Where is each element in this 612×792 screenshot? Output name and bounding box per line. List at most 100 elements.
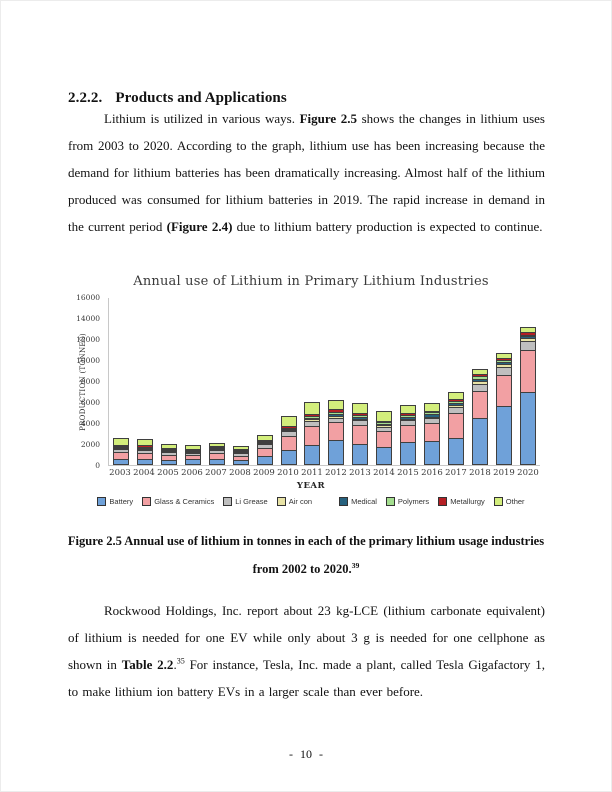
bar-segment-battery <box>280 450 297 465</box>
bar-segment-battery <box>448 437 465 465</box>
x-axis-label: YEAR <box>296 481 326 491</box>
bar-segment-glass-ceramics <box>424 422 441 443</box>
bar-segment-battery <box>208 458 225 465</box>
y-tick-label: 0 <box>95 461 100 470</box>
bar-2008 <box>229 298 253 465</box>
x-tick-label: 2013 <box>349 468 371 478</box>
y-tick-label: 16000 <box>76 293 100 302</box>
x-tick-label: 2014 <box>373 468 395 478</box>
stacked-bar <box>184 445 201 465</box>
x-tick-label: 2005 <box>157 468 179 478</box>
x-tick-label: 2015 <box>397 468 419 478</box>
stacked-bar <box>256 434 273 465</box>
legend-swatch <box>438 497 448 506</box>
bar-2005 <box>157 298 181 465</box>
bar-segment-battery <box>184 459 201 465</box>
legend-label: Glass & Ceramics <box>154 497 215 506</box>
stacked-bar <box>352 403 369 465</box>
bar-segment-glass-ceramics <box>280 435 297 452</box>
legend-swatch <box>97 497 107 506</box>
y-tick-label: 6000 <box>80 398 100 407</box>
legend-label: Air con <box>288 497 313 506</box>
legend-swatch <box>339 497 349 506</box>
bar-segment-glass-ceramics <box>400 425 417 443</box>
bar-segment-glass-ceramics <box>352 425 369 445</box>
stacked-bar <box>208 442 225 465</box>
stacked-bar <box>136 439 153 465</box>
stacked-bar <box>472 368 489 465</box>
section-number: 2.2.2. <box>68 90 103 107</box>
bar-2018 <box>468 298 492 465</box>
stacked-bar <box>376 410 393 465</box>
legend-swatch <box>493 497 503 506</box>
legend-item-air-con: Air con <box>276 497 313 506</box>
x-tick-label: 2018 <box>469 468 491 478</box>
stacked-bar <box>424 402 441 465</box>
y-axis-ticks: 0 2000 4000 6000 8000 10000 12000 14000 16000 <box>76 293 104 470</box>
bar-segment-glass-ceramics <box>495 375 512 408</box>
legend-label: Battery <box>109 497 134 506</box>
bar-2014 <box>372 298 396 465</box>
legend-item-polymers: Polymers <box>385 497 430 506</box>
bar-segment-battery <box>495 406 512 465</box>
chart-plot <box>108 298 540 466</box>
stacked-bar <box>112 437 129 465</box>
x-tick-label: 2004 <box>133 468 155 478</box>
bar-2010 <box>277 298 301 465</box>
bar-2007 <box>205 298 229 465</box>
x-tick-label: 2016 <box>421 468 443 478</box>
bar-segment-battery <box>424 441 441 465</box>
bar-segment-battery <box>472 418 489 465</box>
y-tick-label: 4000 <box>80 419 100 428</box>
x-tick-label: 2008 <box>229 468 251 478</box>
x-tick-label: 2009 <box>253 468 275 478</box>
bar-2003 <box>109 298 133 465</box>
bar-segment-battery <box>256 455 273 465</box>
bar-segment-battery <box>352 444 369 465</box>
bar-2011 <box>301 298 325 465</box>
bar-segment-battery <box>376 446 393 465</box>
figure-2-5-chart: Annual use of Lithium in Primary Lithium… <box>76 266 546 522</box>
stacked-bar <box>328 400 345 465</box>
legend-label: Li Grease <box>235 497 268 506</box>
x-tick-label: 2007 <box>205 468 227 478</box>
legend-swatch <box>142 497 152 506</box>
bar-2006 <box>181 298 205 465</box>
x-tick-label: 2012 <box>325 468 347 478</box>
bar-segment-glass-ceramics <box>304 426 321 447</box>
page-number: - 10 - <box>289 747 323 761</box>
bar-2004 <box>133 298 157 465</box>
x-axis-ticks: 2003 2004 2005 2006 2007 2008 2009 2010 2011 2012… <box>108 468 540 478</box>
bar-segment-battery <box>304 445 321 465</box>
figure-caption-line2: from 2002 to 2020.39 <box>252 560 360 576</box>
bar-2009 <box>253 298 277 465</box>
legend-label: Metallurgy <box>450 497 485 506</box>
y-tick-label: 2000 <box>80 440 100 449</box>
bar-segment-glass-ceramics <box>448 412 465 439</box>
bar-2013 <box>348 298 372 465</box>
chart-legend: Battery Glass & Ceramics Li Grease Air con M… <box>76 497 546 506</box>
x-tick-label: 2010 <box>277 468 299 478</box>
legend-item-medical: Medical <box>339 497 377 506</box>
legend-item-li-grease: Li Grease <box>223 497 268 506</box>
bar-2016 <box>420 298 444 465</box>
stacked-bar <box>280 416 297 465</box>
legend-swatch <box>276 497 286 506</box>
bar-2015 <box>396 298 420 465</box>
stacked-bar <box>160 444 177 465</box>
x-tick-label: 2011 <box>301 468 323 478</box>
legend-label: Medical <box>351 497 377 506</box>
stacked-bar <box>448 392 465 465</box>
y-tick-label: 14000 <box>76 314 100 323</box>
x-tick-label: 2003 <box>109 468 131 478</box>
legend-swatch <box>223 497 233 506</box>
y-tick-label: 10000 <box>76 356 100 365</box>
paragraph-rockwood: Rockwood Holdings, Inc. report about 23 … <box>68 603 546 699</box>
x-tick-label: 2006 <box>181 468 203 478</box>
legend-item-other: Other <box>493 497 525 506</box>
stacked-bar <box>495 352 512 465</box>
x-tick-label: 2019 <box>493 468 515 478</box>
bar-segment-glass-ceramics <box>472 391 489 420</box>
legend-label: Polymers <box>397 497 430 506</box>
